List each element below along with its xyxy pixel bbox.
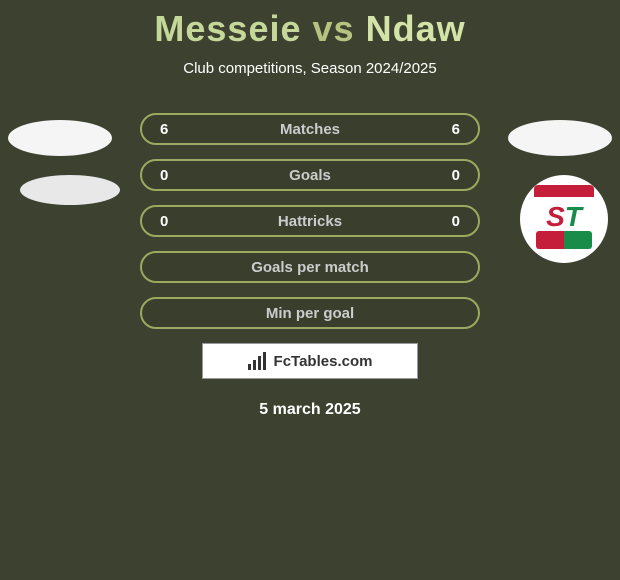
stat-row-min-per-goal: Min per goal: [140, 297, 480, 329]
stats-container: 6 Matches 6 0 Goals 0 0 Hattricks 0 Goal…: [140, 113, 480, 329]
stat-right-value: 6: [440, 121, 460, 138]
stat-label: Hattricks: [180, 213, 440, 230]
vs-text: vs: [313, 8, 355, 49]
stat-row-matches: 6 Matches 6: [140, 113, 480, 145]
player1-name: Messeie: [154, 8, 301, 49]
comparison-title: Messeie vs Ndaw: [0, 0, 620, 50]
stat-right-value: 0: [440, 213, 460, 230]
brand-badge: FcTables.com: [202, 343, 418, 379]
date-text: 5 march 2025: [0, 401, 620, 419]
competition-subtitle: Club competitions, Season 2024/2025: [0, 60, 620, 77]
club-badge-graphic: ST: [528, 183, 600, 255]
stat-label: Min per goal: [180, 305, 440, 322]
stat-row-hattricks: 0 Hattricks 0: [140, 205, 480, 237]
chart-icon: [248, 352, 270, 370]
stat-label: Goals: [180, 167, 440, 184]
stat-label: Goals per match: [180, 259, 440, 276]
brand-text: FcTables.com: [274, 353, 373, 370]
player1-avatar: [8, 120, 112, 156]
stat-left-value: 0: [160, 213, 180, 230]
stat-left-value: 0: [160, 167, 180, 184]
stat-left-value: 6: [160, 121, 180, 138]
stat-row-goals-per-match: Goals per match: [140, 251, 480, 283]
player2-avatar: [508, 120, 612, 156]
stat-label: Matches: [180, 121, 440, 138]
player2-club-badge: ST: [520, 175, 608, 263]
stat-right-value: 0: [440, 167, 460, 184]
player1-club-badge: [20, 175, 120, 205]
stat-row-goals: 0 Goals 0: [140, 159, 480, 191]
player2-name: Ndaw: [366, 8, 466, 49]
